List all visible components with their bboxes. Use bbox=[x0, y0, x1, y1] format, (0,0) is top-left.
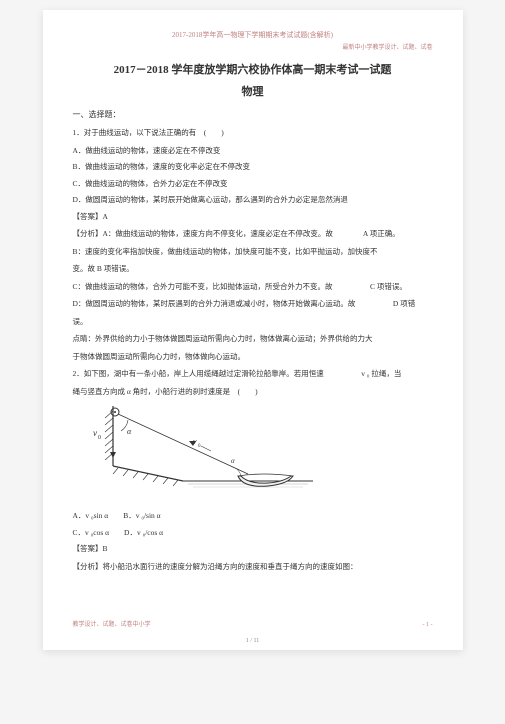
q2-answer: 【答案】B bbox=[73, 542, 433, 556]
sub-header: 最新中小学教学设计、试题、试卷 bbox=[73, 42, 433, 51]
q1-option-a: A．做曲线运动的物体，速度必定在不停改变 bbox=[73, 144, 433, 158]
q1-analysis-a: 【分析】A：做曲线运动的物体，速度方向不停变化，速度必定在不停改变。故 A 项正… bbox=[73, 227, 433, 241]
q1-analysis-b1: B：速度的变化率指加快度，做曲线运动的物体，加快度可能不变，比如平抛运动，加快度… bbox=[73, 245, 433, 259]
q1-option-d: D．做圆周运动的物体，某时辰开始做离心运动，那么遇到的合外力必定是忽然消退 bbox=[73, 193, 433, 207]
q1-answer: 【答案】A bbox=[73, 210, 433, 224]
q1-analysis-b2: 变。故 B 项错误。 bbox=[73, 262, 433, 276]
q1-option-c: C．做曲线运动的物体，合外力必定在不停改变 bbox=[73, 177, 433, 191]
svg-text:0: 0 bbox=[98, 435, 101, 441]
q2-analysis: 【分析】将小船沿水面行进的速度分解为沿绳方向的速度和垂直于绳方向的速度如图： bbox=[73, 560, 433, 574]
svg-text:α: α bbox=[231, 457, 235, 465]
q1-option-b: B．做曲线运动的物体，速度的变化率必定在不停改变 bbox=[73, 160, 433, 174]
page-number: 1 / 11 bbox=[246, 638, 259, 644]
q1-point1: 点睛：外界供给的力小于物体做圆周运动所需向心力时，物体做离心运动；外界供给的力大 bbox=[73, 332, 433, 346]
q2-figure: v 0 α v 0 α bbox=[83, 406, 323, 501]
doc-header: 2017-2018学年高一物理下学期期末考试试题(含解析) bbox=[73, 30, 433, 40]
q1-analysis-c: C：做曲线运动的物体，合外力可能不变，比如抛体运动，所受合外力不变。故 C 项错… bbox=[73, 280, 433, 294]
q1-point2: 于物体做圆周运动所需向心力时，物体做向心运动。 bbox=[73, 350, 433, 364]
q2-stem2: 绳与竖直方向成 α 角时，小船行进的刹时速度是 ( ) bbox=[73, 385, 433, 399]
footer-right: - 1 - bbox=[423, 622, 433, 628]
svg-text:v: v bbox=[93, 428, 97, 438]
q1-analysis-d2: 误。 bbox=[73, 315, 433, 329]
q1-stem: 1．对于曲线运动，以下说法正确的有 ( ) bbox=[73, 126, 433, 140]
q2-options-ab: A．v ₀sin α B．v ₀/sin α bbox=[73, 509, 433, 523]
svg-text:α: α bbox=[127, 427, 132, 436]
section-heading: 一、选择题： bbox=[73, 109, 433, 120]
q2-options-cd: C．v ₀cos α D．v ₀/cos α bbox=[73, 526, 433, 540]
title-main: 2017－2018 学年度放学期六校协作体高一期末考试一试题 bbox=[73, 61, 433, 77]
title-subject: 物理 bbox=[73, 83, 433, 99]
footer-left: 教学设计、试题、试卷中小学 bbox=[73, 619, 151, 628]
q1-analysis-d1: D：做圆周运动的物体，某时辰遇到的合外力消退或减小时，物体开始做离心运动。故 D… bbox=[73, 297, 433, 311]
svg-text:0: 0 bbox=[198, 444, 201, 449]
q2-stem1: 2．如下图，湖中有一条小船，岸上人用缆绳越过定滑轮拉船靠岸。若用恒速 v ₀ 拉… bbox=[73, 367, 433, 381]
